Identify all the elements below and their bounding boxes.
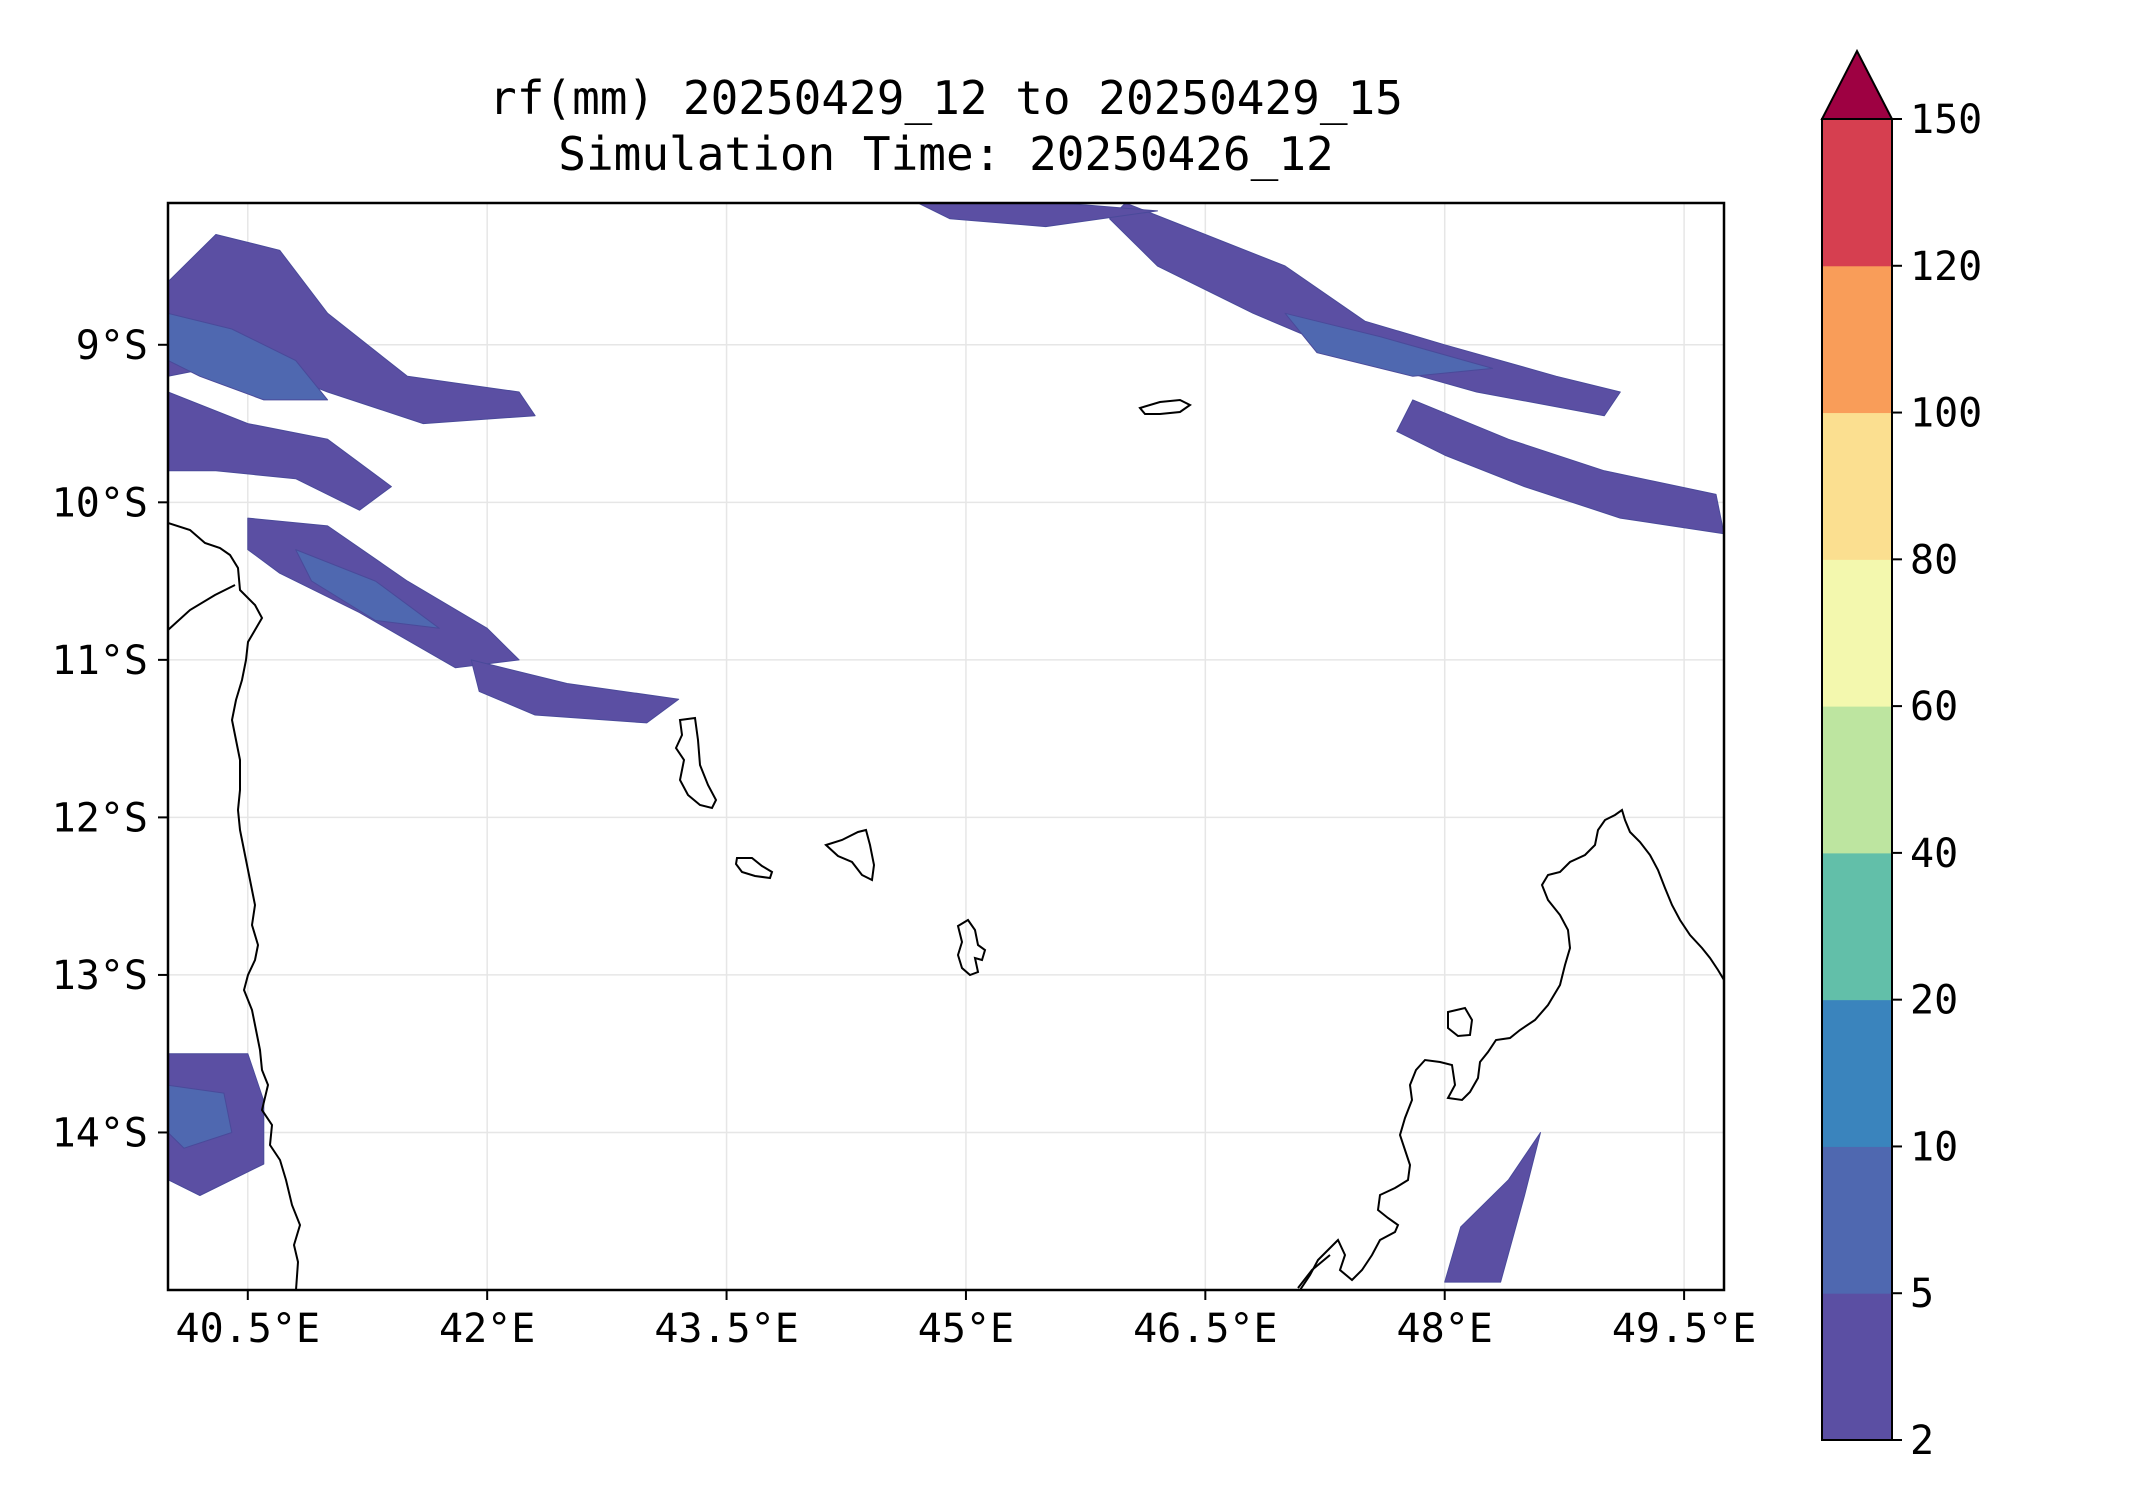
- lat-tick-label-5: 14°S: [52, 1110, 148, 1156]
- colorbar-label-9: 150: [1910, 97, 1982, 143]
- colorbar-label-5: 60: [1910, 684, 1958, 730]
- band-east-mid: [1396, 399, 1724, 535]
- band-north-east: [1109, 203, 1621, 417]
- colorbar-label-3: 20: [1910, 978, 1958, 1024]
- colorbar-label-2: 10: [1910, 1124, 1958, 1170]
- colorbar-label-8: 120: [1910, 244, 1982, 290]
- colorbar-segment-4: [1822, 706, 1892, 854]
- band-north-west-core: [168, 312, 329, 401]
- title-line-2: Simulation Time: 20250426_12: [558, 127, 1334, 181]
- lat-tick-label-3: 12°S: [52, 795, 148, 841]
- colorbar-label-7: 100: [1910, 391, 1982, 437]
- island-aldabra: [1138, 398, 1192, 415]
- colorbar-segment-2: [1822, 999, 1892, 1147]
- lon-tick-label-5: 48°E: [1397, 1306, 1493, 1352]
- band-north-west-2: [168, 391, 392, 511]
- lon-tick-label-0: 40.5°E: [176, 1306, 321, 1352]
- lat-tick-label-2: 11°S: [52, 638, 148, 684]
- colorbar-frame: [1821, 118, 1893, 1441]
- colorbar-label-1: 5: [1910, 1271, 1934, 1317]
- lon-tick-label-6: 49.5°E: [1612, 1306, 1757, 1352]
- colorbar-segment-8: [1822, 119, 1892, 267]
- band-west-south: [470, 659, 680, 724]
- lon-tick-label-1: 42°E: [439, 1306, 535, 1352]
- colorbar-segment-1: [1822, 1146, 1892, 1294]
- band-north-top: [917, 203, 1158, 228]
- island-grande-comore: [674, 716, 718, 810]
- island-moheli: [734, 857, 774, 880]
- title-line-1: rf(mm) 20250429_12 to 20250429_15: [489, 71, 1403, 125]
- coastline-africa: [168, 522, 302, 1290]
- colorbar-segment-3: [1822, 852, 1892, 1001]
- coastline-madagascar-west: [1297, 1254, 1331, 1289]
- band-south-east: [1444, 1132, 1541, 1283]
- colorbar-segment-0: [1822, 1293, 1892, 1441]
- colorbar-label-4: 40: [1910, 831, 1958, 877]
- lon-tick-label-3: 45°E: [918, 1306, 1014, 1352]
- colorbar-segment-6: [1822, 412, 1892, 560]
- lat-tick-label-0: 9°S: [76, 323, 148, 369]
- lon-tick-label-2: 43.5°E: [654, 1306, 799, 1352]
- axis-ticks: 40.5°E 42°E 43.5°E 45°E 46.5°E 48°E 49.5°E 9°S 1…: [52, 323, 1757, 1352]
- rainfall-field: [168, 203, 1724, 1283]
- coastlines: [168, 398, 1724, 1290]
- lon-tick-label-4: 46.5°E: [1133, 1306, 1278, 1352]
- band-north-east-core: [1284, 312, 1494, 377]
- colorbar-extend-arrow: [1820, 48, 1894, 120]
- colorbar-label-0: 2: [1910, 1418, 1934, 1464]
- lat-tick-label-1: 10°S: [52, 480, 148, 526]
- band-south-west-core: [168, 1084, 233, 1149]
- map-frame: [166, 201, 1726, 1292]
- colorbar-segment-7: [1822, 265, 1892, 414]
- colorbar-label-6: 80: [1910, 537, 1958, 583]
- band-west-mid-core: [295, 549, 440, 629]
- colorbar: 2 5 10 20 40 60 80 100 120 150: [1820, 48, 1982, 1464]
- island-nosy-be: [1447, 1006, 1474, 1038]
- island-mayotte: [956, 918, 987, 977]
- coastline-madagascar: [1299, 808, 1724, 1290]
- coastline-africa-north: [168, 584, 236, 631]
- lat-tick-label-4: 13°S: [52, 953, 148, 999]
- island-anjouan: [824, 828, 876, 882]
- colorbar-segment-5: [1822, 559, 1892, 707]
- map-title: rf(mm) 20250429_12 to 20250429_15 Simula…: [168, 70, 1724, 182]
